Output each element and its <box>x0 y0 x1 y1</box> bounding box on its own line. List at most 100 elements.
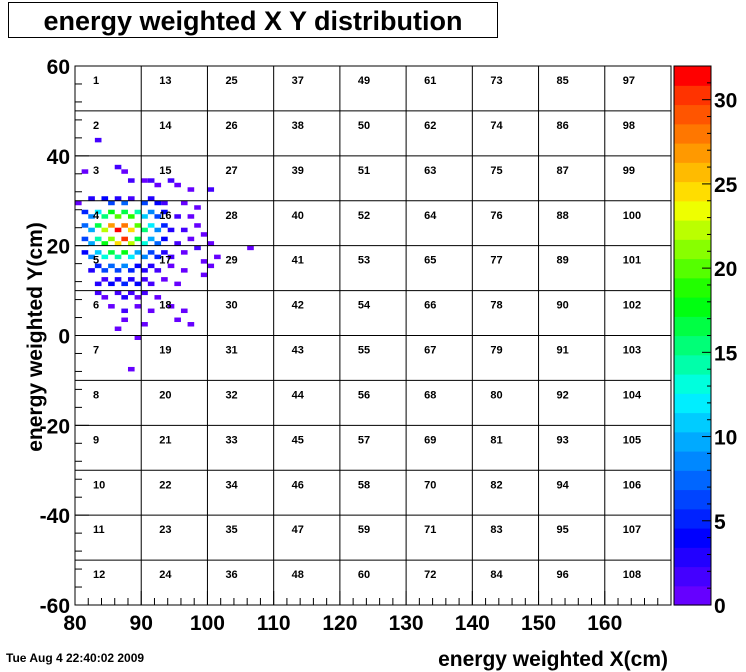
cell-number-label: 56 <box>358 389 370 401</box>
heatmap-bin <box>134 335 142 340</box>
heatmap-bin <box>127 227 135 233</box>
palette-swatch <box>674 123 711 144</box>
heatmap-bin <box>101 254 109 260</box>
heatmap-bin <box>108 223 115 228</box>
heatmap-bin <box>108 200 115 206</box>
palette-swatch <box>674 547 711 568</box>
palette-swatch <box>674 220 711 240</box>
palette-tick-label: 30 <box>714 90 737 113</box>
cell-number-label: 13 <box>159 75 171 87</box>
palette-swatch <box>674 162 711 183</box>
x-tick-label: 80 <box>63 612 86 635</box>
heatmap-bin <box>174 281 181 287</box>
y-tick-label: 20 <box>47 236 70 259</box>
cell-number-label: 16 <box>159 210 171 222</box>
heatmap-bin <box>121 317 128 323</box>
cell-labels: 1 13 25 37 49 61 73 85 972 14 26 38 50 62 74 86 983 15 27 3… <box>93 75 642 581</box>
palette-swatch <box>674 85 711 106</box>
cell-number-label: 24 <box>159 569 172 581</box>
cell-number-label: 23 <box>159 524 171 536</box>
heatmap-bin <box>121 200 128 206</box>
cell-number-label: 101 <box>623 255 641 267</box>
y-tick-label: -20 <box>40 415 70 438</box>
cell-number-label: 78 <box>490 300 502 312</box>
heatmap-bin <box>108 209 115 215</box>
palette-swatch <box>674 66 711 86</box>
heatmap-bin <box>180 200 188 206</box>
heatmap-bin <box>167 178 175 183</box>
heatmap-bin <box>134 223 142 228</box>
heatmap-bin <box>141 254 148 260</box>
heatmap-bin <box>141 227 148 233</box>
heatmap-bin <box>147 178 155 183</box>
cell-number-label: 71 <box>424 524 436 536</box>
cell-number-label: 50 <box>358 120 370 132</box>
heatmap-bin <box>94 290 102 296</box>
heatmap-bin <box>194 245 201 251</box>
cell-number-label: 66 <box>424 300 436 312</box>
cell-number-label: 6 <box>93 300 99 312</box>
heatmap-bin <box>101 295 109 300</box>
palette-swatch <box>674 566 711 587</box>
heatmap-bin <box>141 178 148 183</box>
heatmap-bin <box>121 295 128 300</box>
heatmap-bin <box>88 196 95 201</box>
x-tick-label: 90 <box>130 612 153 635</box>
palette-swatch <box>674 258 711 279</box>
heatmap-bin <box>187 187 195 192</box>
palette-swatch <box>674 239 711 260</box>
cell-number-label: 85 <box>557 75 569 87</box>
cell-number-label: 61 <box>424 75 436 87</box>
heatmap-bin <box>200 272 208 278</box>
heatmap-bin <box>167 254 175 260</box>
cell-number-label: 35 <box>225 524 237 536</box>
cell-number-label: 72 <box>424 569 436 581</box>
heatmap-bin <box>101 241 109 246</box>
color-palette: 0 5 10 15 20 25 30 <box>673 65 738 618</box>
cell-number-label: 53 <box>358 255 370 267</box>
timestamp-footer: Tue Aug 4 22:40:02 2009 <box>6 651 145 665</box>
heatmap-bin <box>207 187 215 192</box>
cell-number-label: 14 <box>159 120 172 132</box>
heatmap-bin <box>134 295 142 300</box>
heatmap-bin <box>147 196 155 201</box>
x-tick-label: 150 <box>521 612 556 635</box>
cell-number-label: 37 <box>292 75 304 87</box>
cell-number-label: 83 <box>490 524 502 536</box>
cell-number-label: 55 <box>358 345 370 357</box>
cell-number-label: 51 <box>358 165 370 177</box>
heatmap-bin <box>194 223 201 228</box>
heatmap-bin <box>108 281 115 287</box>
palette-swatch <box>674 393 711 414</box>
heatmap-bin <box>114 277 122 282</box>
heatmap-bin <box>134 304 142 309</box>
cell-number-label: 63 <box>424 165 436 177</box>
palette-tick-label: 20 <box>714 258 737 281</box>
heatmap-bin <box>167 227 175 233</box>
heatmap-bin <box>141 290 148 296</box>
heatmap-bin <box>207 263 215 269</box>
heatmap-bin <box>134 250 142 255</box>
heatmap-bin <box>180 250 188 255</box>
heatmap-bin <box>141 200 148 206</box>
heatmap-bin <box>154 182 162 188</box>
palette-swatch <box>674 451 711 471</box>
cell-number-label: 99 <box>623 165 635 177</box>
x-tick-label: 160 <box>587 612 622 635</box>
cell-number-label: 92 <box>557 389 569 401</box>
heatmap-bin <box>154 227 162 233</box>
heatmap-bin <box>121 209 128 215</box>
heatmap-bin <box>154 241 162 246</box>
cell-number-label: 58 <box>358 479 370 491</box>
cell-number-label: 34 <box>225 479 238 491</box>
palette-swatch <box>674 470 711 491</box>
cell-number-label: 9 <box>93 434 99 446</box>
x-tick-label: 130 <box>389 612 424 635</box>
cell-number-label: 77 <box>490 255 502 267</box>
cell-number-label: 22 <box>159 479 171 491</box>
chart-title: energy weighted X Y distribution <box>43 6 463 36</box>
cell-number-label: 81 <box>490 434 502 446</box>
heatmap-bin <box>167 263 175 269</box>
heatmap-bin <box>147 223 155 228</box>
